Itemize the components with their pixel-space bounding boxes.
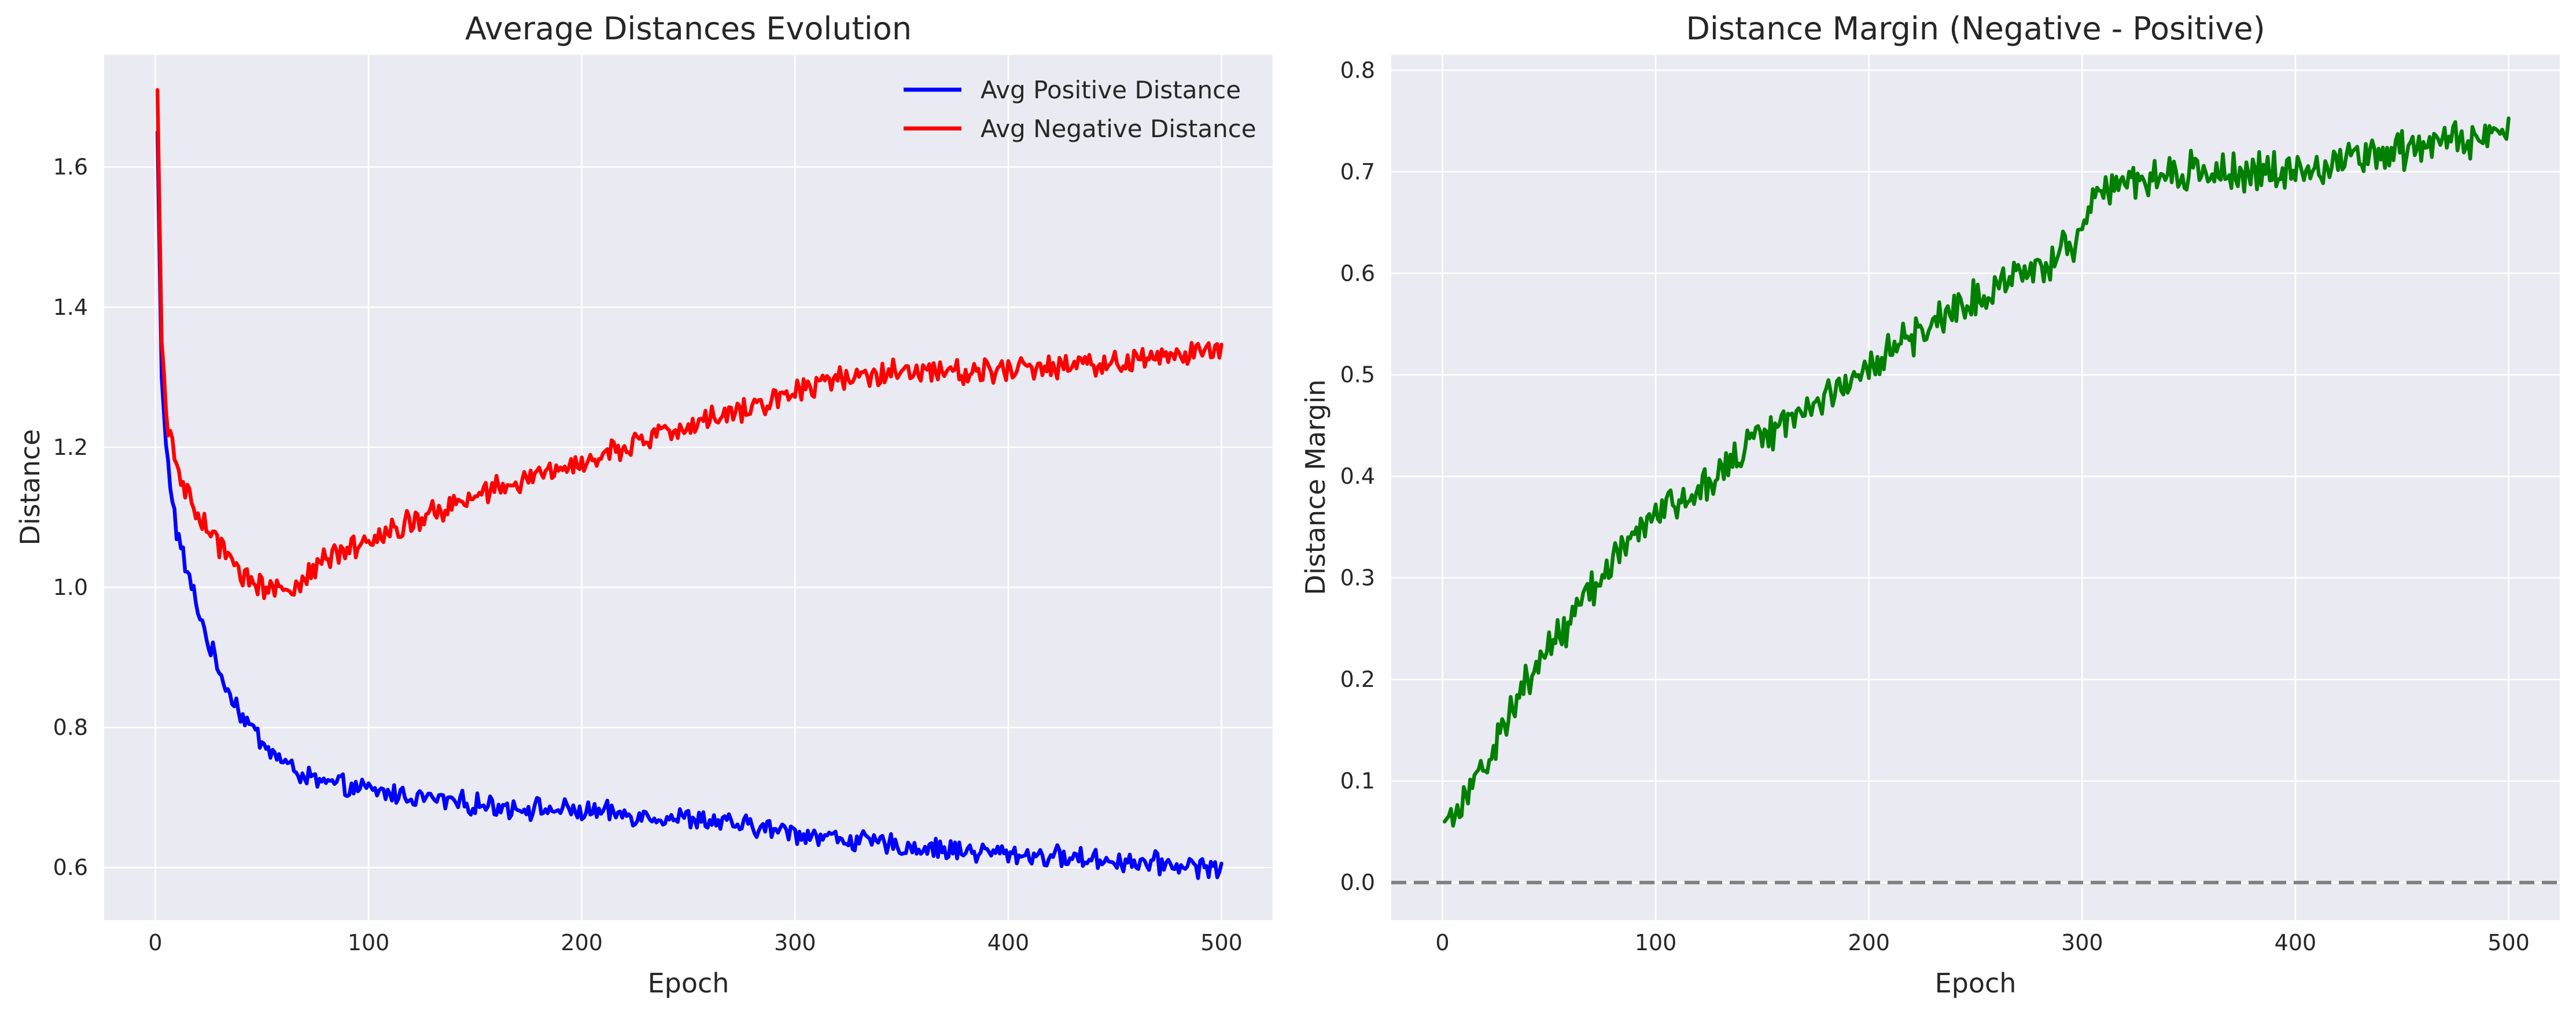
right-chart-title: Distance Margin (Negative - Positive): [1686, 10, 2265, 47]
series-line-avg-negative-distance: [155, 88, 1223, 600]
left-grid: [104, 55, 1273, 920]
y-tick-label: 0.4: [1340, 464, 1375, 489]
y-tick-label: 1.4: [53, 295, 88, 320]
y-tick-label: 0.1: [1340, 768, 1375, 794]
y-tick-label: 0.0: [1340, 870, 1375, 895]
y-tick-label: 1.2: [53, 435, 88, 460]
y-tick-label: 0.8: [53, 715, 88, 740]
legend-label-negative: Avg Negative Distance: [981, 115, 1256, 143]
x-tick-label: 500: [2487, 930, 2530, 955]
series-line-avg-positive-distance: [155, 130, 1223, 880]
x-tick-label: 400: [987, 930, 1030, 955]
x-tick-label: 500: [1200, 930, 1243, 955]
y-tick-label: 1.0: [53, 575, 88, 600]
right-x-ticks: 0 100 200 300 400 500: [1435, 930, 2529, 955]
y-tick-label: 0.6: [53, 855, 88, 880]
x-tick-label: 300: [2061, 930, 2103, 955]
x-tick-label: 100: [1635, 930, 1677, 955]
x-tick-label: 300: [774, 930, 816, 955]
left-legend: Avg Positive Distance Avg Negative Dista…: [904, 76, 1256, 143]
left-plot-area: [104, 55, 1273, 920]
x-tick-label: 0: [1435, 930, 1449, 955]
left-chart: 0 100 200 300 400 500 0.6 0.8 1.0 1.2 1.4 1.6 Aver…: [14, 10, 1273, 999]
y-tick-label: 0.2: [1340, 667, 1375, 692]
x-tick-label: 0: [148, 930, 162, 955]
series-line-margin: [1442, 116, 2511, 828]
right-plot-area: [1391, 55, 2560, 920]
x-tick-label: 100: [348, 930, 390, 955]
y-tick-label: 0.8: [1340, 57, 1375, 83]
right-y-axis-label: Distance Margin: [1300, 380, 1331, 595]
left-y-axis-label: Distance: [14, 429, 46, 545]
left-series-layer: [155, 88, 1223, 880]
y-tick-label: 0.3: [1340, 565, 1375, 591]
y-tick-label: 0.5: [1340, 362, 1375, 388]
y-tick-label: 0.6: [1340, 260, 1375, 286]
legend-label-positive: Avg Positive Distance: [981, 76, 1241, 104]
right-x-axis-label: Epoch: [1935, 968, 2017, 999]
x-tick-label: 200: [561, 930, 603, 955]
left-y-ticks: 0.6 0.8 1.0 1.2 1.4 1.6: [53, 155, 88, 881]
y-tick-label: 1.6: [53, 155, 88, 180]
right-y-ticks: 0.0 0.1 0.2 0.3 0.4 0.5 0.6 0.7 0.8: [1340, 57, 1375, 895]
y-tick-label: 0.7: [1340, 159, 1375, 185]
x-tick-label: 200: [1848, 930, 1890, 955]
right-chart: 0 100 200 300 400 500 0.00.10.20.30.40.50.60.…: [1300, 10, 2560, 999]
left-x-ticks: 0 100 200 300 400 500: [148, 930, 1242, 955]
x-tick-label: 400: [2275, 930, 2317, 955]
left-chart-title: Average Distances Evolution: [465, 10, 912, 47]
right-series-layer: [1391, 116, 2560, 885]
left-x-axis-label: Epoch: [648, 968, 729, 999]
